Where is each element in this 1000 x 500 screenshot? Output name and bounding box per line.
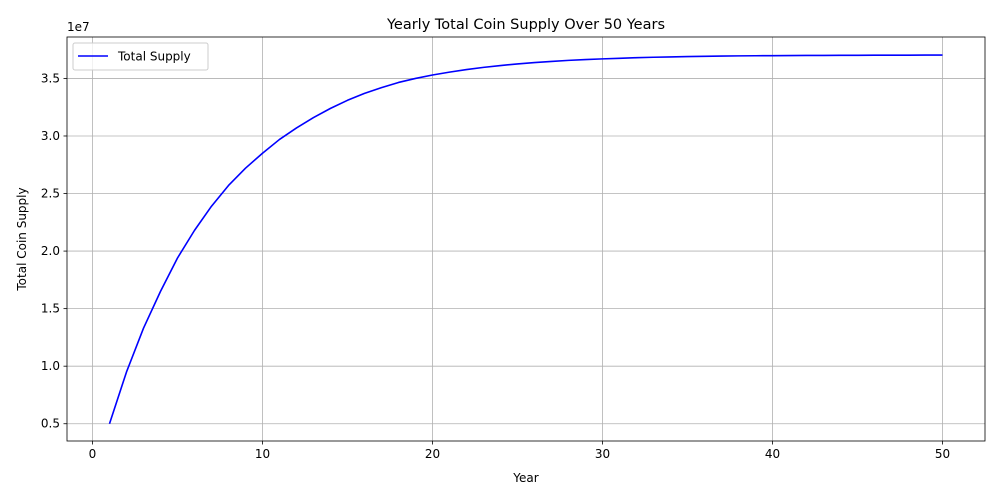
x-tick-label: 20 bbox=[425, 447, 440, 461]
x-tick-label: 50 bbox=[935, 447, 950, 461]
x-tick-label: 10 bbox=[255, 447, 270, 461]
y-tick-label: 2.5 bbox=[41, 187, 60, 201]
plot-frame bbox=[66, 36, 986, 442]
x-tick-label: 40 bbox=[765, 447, 780, 461]
series-line-total-supply bbox=[108, 54, 943, 424]
y-axis-label: Total Coin Supply bbox=[15, 187, 29, 291]
y-tick-label: 3.0 bbox=[41, 129, 60, 143]
series-layer bbox=[108, 54, 943, 424]
x-axis: 0 10 20 30 40 50 bbox=[89, 441, 950, 461]
y-tick-label: 1.5 bbox=[41, 302, 60, 316]
legend: Total Supply bbox=[72, 42, 209, 71]
chart-title: Yearly Total Coin Supply Over 50 Years bbox=[386, 17, 665, 33]
y-tick-label: 2.0 bbox=[41, 244, 60, 258]
x-axis-label: Year bbox=[512, 471, 538, 485]
y-axis: 0.5 1.0 1.5 2.0 2.5 3.0 3.5 bbox=[41, 71, 67, 431]
x-tick-label: 30 bbox=[595, 447, 610, 461]
y-tick-label: 0.5 bbox=[41, 417, 60, 431]
legend-box bbox=[72, 42, 209, 71]
y-tick-label: 3.5 bbox=[41, 71, 60, 85]
y-tick-label: 1.0 bbox=[41, 359, 60, 373]
legend-label: Total Supply bbox=[117, 50, 191, 64]
y-axis-offset-label: 1e7 bbox=[67, 20, 90, 34]
x-tick-label: 0 bbox=[89, 447, 97, 461]
grid bbox=[67, 37, 985, 441]
